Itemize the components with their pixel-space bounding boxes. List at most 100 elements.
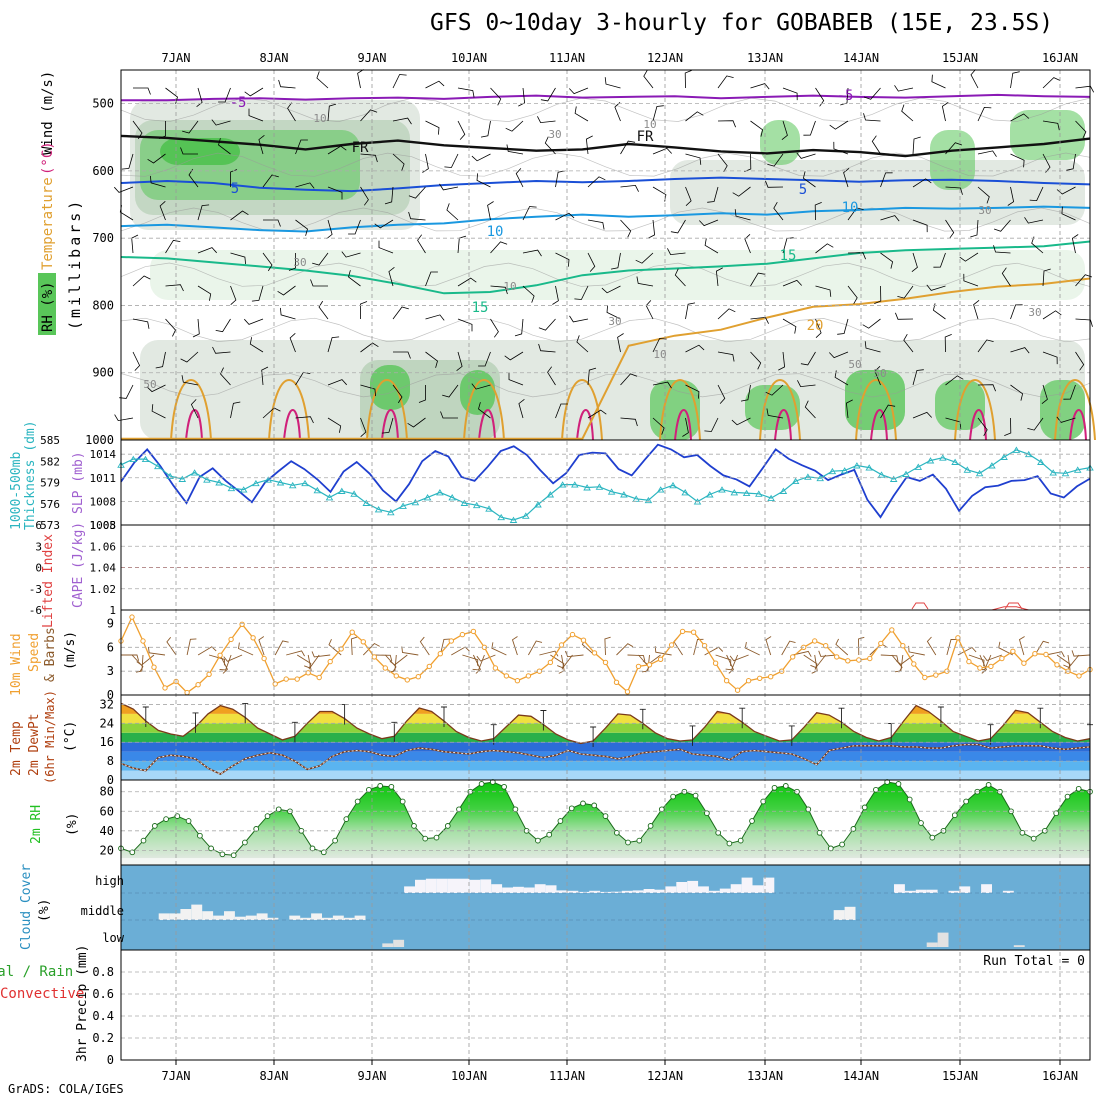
- wind-barb: [717, 384, 726, 404]
- cloud-low-bar: [937, 932, 949, 947]
- wind-barb: [815, 87, 825, 107]
- cloud-mid-bar: [354, 915, 366, 920]
- run-total: Run Total = 0: [983, 954, 1085, 969]
- sfc-barb: [374, 654, 393, 662]
- wind-barb: [797, 380, 816, 388]
- sfc-barb: [693, 638, 704, 656]
- wind-speed-point: [569, 631, 576, 638]
- cape-tick: 1.02: [90, 583, 117, 596]
- panel-frames: [120, 69, 1091, 1065]
- wind-barb: [518, 398, 525, 419]
- wind-barb: [490, 285, 508, 295]
- wind-speed-point: [503, 673, 510, 679]
- isotherm-label: FR: [637, 129, 654, 145]
- rh2m-point: [478, 781, 485, 787]
- sfc-barb: [362, 642, 380, 656]
- wind-barb: [1010, 71, 1020, 89]
- wind-barb: [1075, 351, 1085, 371]
- wind-speed-point: [140, 638, 146, 644]
- sfc-barb: [219, 654, 228, 674]
- sfc-barb: [1071, 650, 1091, 657]
- rh2m-point: [264, 813, 271, 819]
- wind-barb: [155, 351, 166, 369]
- wind-barb: [1004, 417, 1012, 436]
- thickness-point: [546, 491, 555, 498]
- wind-speed-point: [823, 643, 829, 649]
- rh-area: [460, 370, 495, 415]
- wind-barb: [750, 83, 770, 90]
- cloud-high-bar: [436, 878, 448, 893]
- rh2m-point: [388, 783, 395, 790]
- isotherm-label: FR: [352, 140, 369, 156]
- cloud-high-bar: [687, 880, 699, 893]
- wind-speed-point: [316, 674, 322, 681]
- wind-barb: [620, 219, 632, 238]
- bl-temp-contour: [774, 409, 792, 441]
- temp-ylabel-3: (6hr Min/Max): [43, 690, 57, 784]
- wind-barb: [555, 403, 568, 419]
- wind-barb: [341, 251, 361, 258]
- x-label-top: 13JAN: [747, 51, 783, 65]
- rh2m-point: [715, 829, 722, 836]
- rh2m-point: [444, 823, 451, 829]
- isotherm-label: -5: [837, 88, 854, 104]
- sfc-barb: [419, 636, 430, 656]
- upper-y-tick: 700: [92, 231, 114, 245]
- wind-speed-point: [734, 687, 741, 693]
- thickness-point: [154, 462, 162, 470]
- wind-barb: [880, 215, 900, 222]
- isotherm-label: 5: [231, 181, 239, 197]
- thickness-point: [178, 475, 187, 482]
- rh2m-point: [546, 831, 553, 838]
- wind-barb: [880, 404, 896, 419]
- precip-legend-convective: Convective: [0, 986, 84, 1002]
- bl-temp-contour: [1054, 379, 1096, 441]
- minmax-bar: [987, 724, 994, 745]
- wind-barb: [977, 150, 997, 157]
- wind-speed-point: [547, 659, 554, 666]
- isotherm-label: 15: [472, 300, 489, 316]
- wind-barb: [796, 152, 816, 159]
- rh-area: [650, 380, 700, 440]
- wind-barb: [912, 411, 932, 419]
- sfc-barb: [219, 654, 232, 671]
- cloud-low-bar: [1013, 945, 1025, 947]
- wind-barb: [457, 120, 466, 140]
- rh2m-tick: 80: [100, 785, 114, 799]
- wind-barb: [652, 105, 664, 122]
- wind-barb: [977, 106, 992, 122]
- wind-ylabel-4: (m/s): [63, 631, 78, 670]
- thickness-point: [264, 476, 272, 483]
- thickness-point: [252, 479, 260, 487]
- wind-speed-point: [514, 678, 521, 684]
- wind-speed-point: [646, 662, 653, 668]
- cloud-level-label: high: [95, 874, 124, 888]
- rh-contour-label: 50: [848, 358, 861, 371]
- wind-barb: [587, 252, 596, 272]
- cloud-mid-bar: [322, 917, 333, 920]
- wind-barb: [316, 71, 329, 89]
- cloud-high-bar: [600, 891, 611, 893]
- wind-barb: [263, 219, 281, 227]
- wind-barb: [901, 104, 914, 122]
- cloud-high-bar: [469, 879, 481, 893]
- wind-barb: [360, 153, 378, 163]
- wind-ylabel-2: Speed: [27, 633, 42, 672]
- x-label-top: 11JAN: [549, 51, 585, 65]
- temp-ylabel-2: 2m DewPt: [27, 713, 42, 776]
- wind-barb: [230, 401, 241, 419]
- wind-barb: [278, 79, 296, 89]
- thickness-point: [669, 481, 677, 489]
- rh2m-point: [501, 783, 507, 790]
- cloud-mid-bar: [256, 913, 268, 920]
- wind-barb: [121, 153, 134, 170]
- thickness-point: [362, 499, 371, 506]
- minmax-bar: [540, 710, 547, 731]
- wind-barb: [360, 384, 376, 397]
- wind-barb: [538, 343, 556, 353]
- wind-barb: [490, 241, 508, 254]
- sfc-barb: [946, 638, 958, 656]
- bl-temp-contour: [366, 379, 408, 441]
- thickness-point: [203, 476, 211, 483]
- wind-barb: [197, 204, 210, 221]
